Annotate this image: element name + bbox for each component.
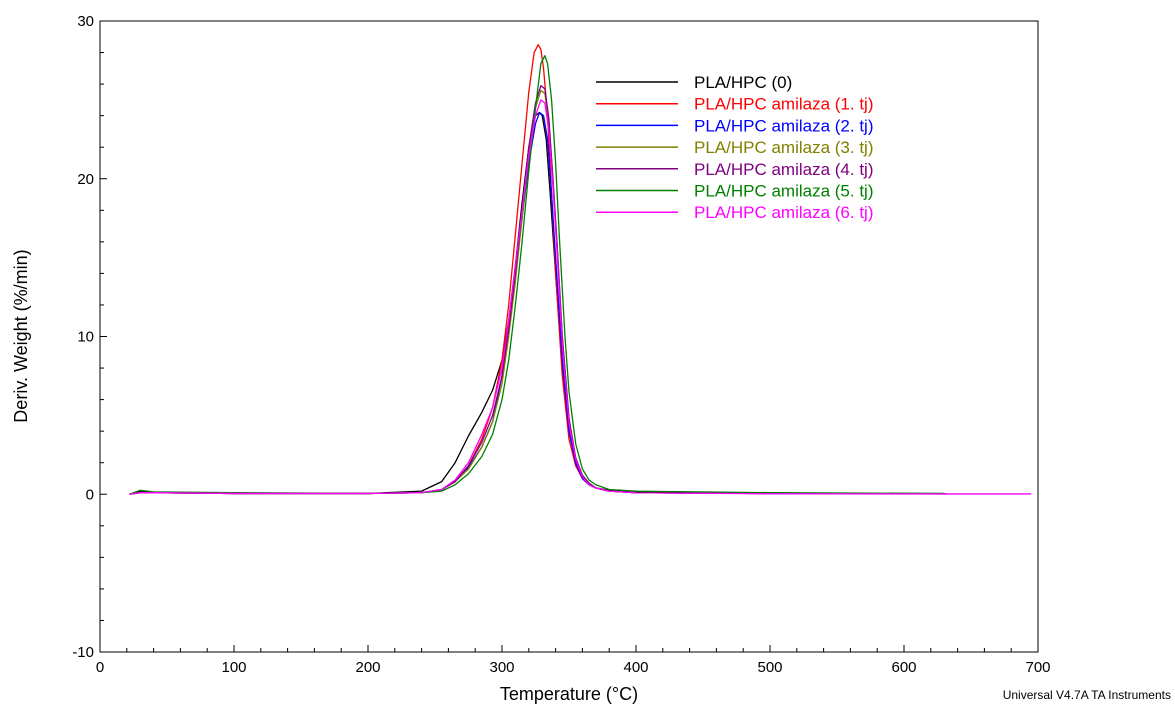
y-tick-label: 30 xyxy=(77,13,94,30)
y-tick-label: 20 xyxy=(77,171,94,188)
legend-label: PLA/HPC (0) xyxy=(694,73,792,92)
legend-label: PLA/HPC amilaza (1. tj) xyxy=(694,95,874,114)
series-layer xyxy=(129,44,1032,495)
x-tick-label: 500 xyxy=(757,659,782,676)
y-tick-label: 10 xyxy=(77,329,94,346)
series-line-4 xyxy=(129,89,771,495)
plot-area-frame xyxy=(99,20,1039,653)
legend-label: PLA/HPC amilaza (4. tj) xyxy=(694,160,874,179)
legend: PLA/HPC (0) PLA/HPC amilaza (1. tj) PLA/HP… xyxy=(596,73,874,222)
y-axis-title: Deriv. Weight (%/min) xyxy=(11,249,31,422)
x-tick-label: 600 xyxy=(891,659,916,676)
x-tick-label: 400 xyxy=(623,659,648,676)
legend-label: PLA/HPC amilaza (3. tj) xyxy=(694,138,874,157)
footer-software-label: Universal V4.7A TA Instruments xyxy=(1003,688,1171,702)
series-line-2 xyxy=(129,44,771,495)
x-tick-label: 100 xyxy=(221,659,246,676)
legend-label: PLA/HPC amilaza (2. tj) xyxy=(694,116,874,135)
x-tick-label: 300 xyxy=(489,659,514,676)
y-tick-label: 0 xyxy=(86,486,94,503)
x-axis-title: Temperature (°C) xyxy=(500,684,638,704)
x-tick-label: 0 xyxy=(96,659,104,676)
series-line-7 xyxy=(129,99,1032,495)
legend-label: PLA/HPC amilaza (5. tj) xyxy=(694,182,874,201)
legend-label: PLA/HPC amilaza (6. tj) xyxy=(694,203,874,222)
y-tick-label: -10 xyxy=(72,644,94,661)
x-tick-label: 200 xyxy=(355,659,380,676)
x-tick-label: 700 xyxy=(1025,659,1050,676)
